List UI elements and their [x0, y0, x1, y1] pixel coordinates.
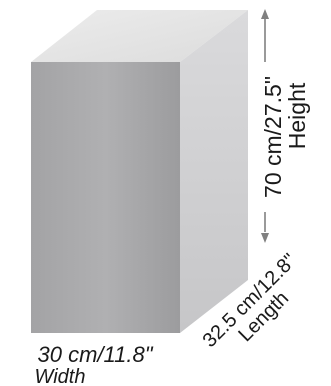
box-side-face	[180, 10, 248, 333]
width-text-label: Width	[35, 366, 86, 386]
box-top-face	[31, 10, 248, 62]
height-arrow	[261, 9, 269, 243]
box-front-face	[31, 62, 180, 333]
height-text-label: Height	[284, 82, 310, 149]
width-value-label: 30 cm/11.8"	[37, 342, 153, 367]
height-value-label: 70 cm/27.5"	[260, 76, 286, 198]
